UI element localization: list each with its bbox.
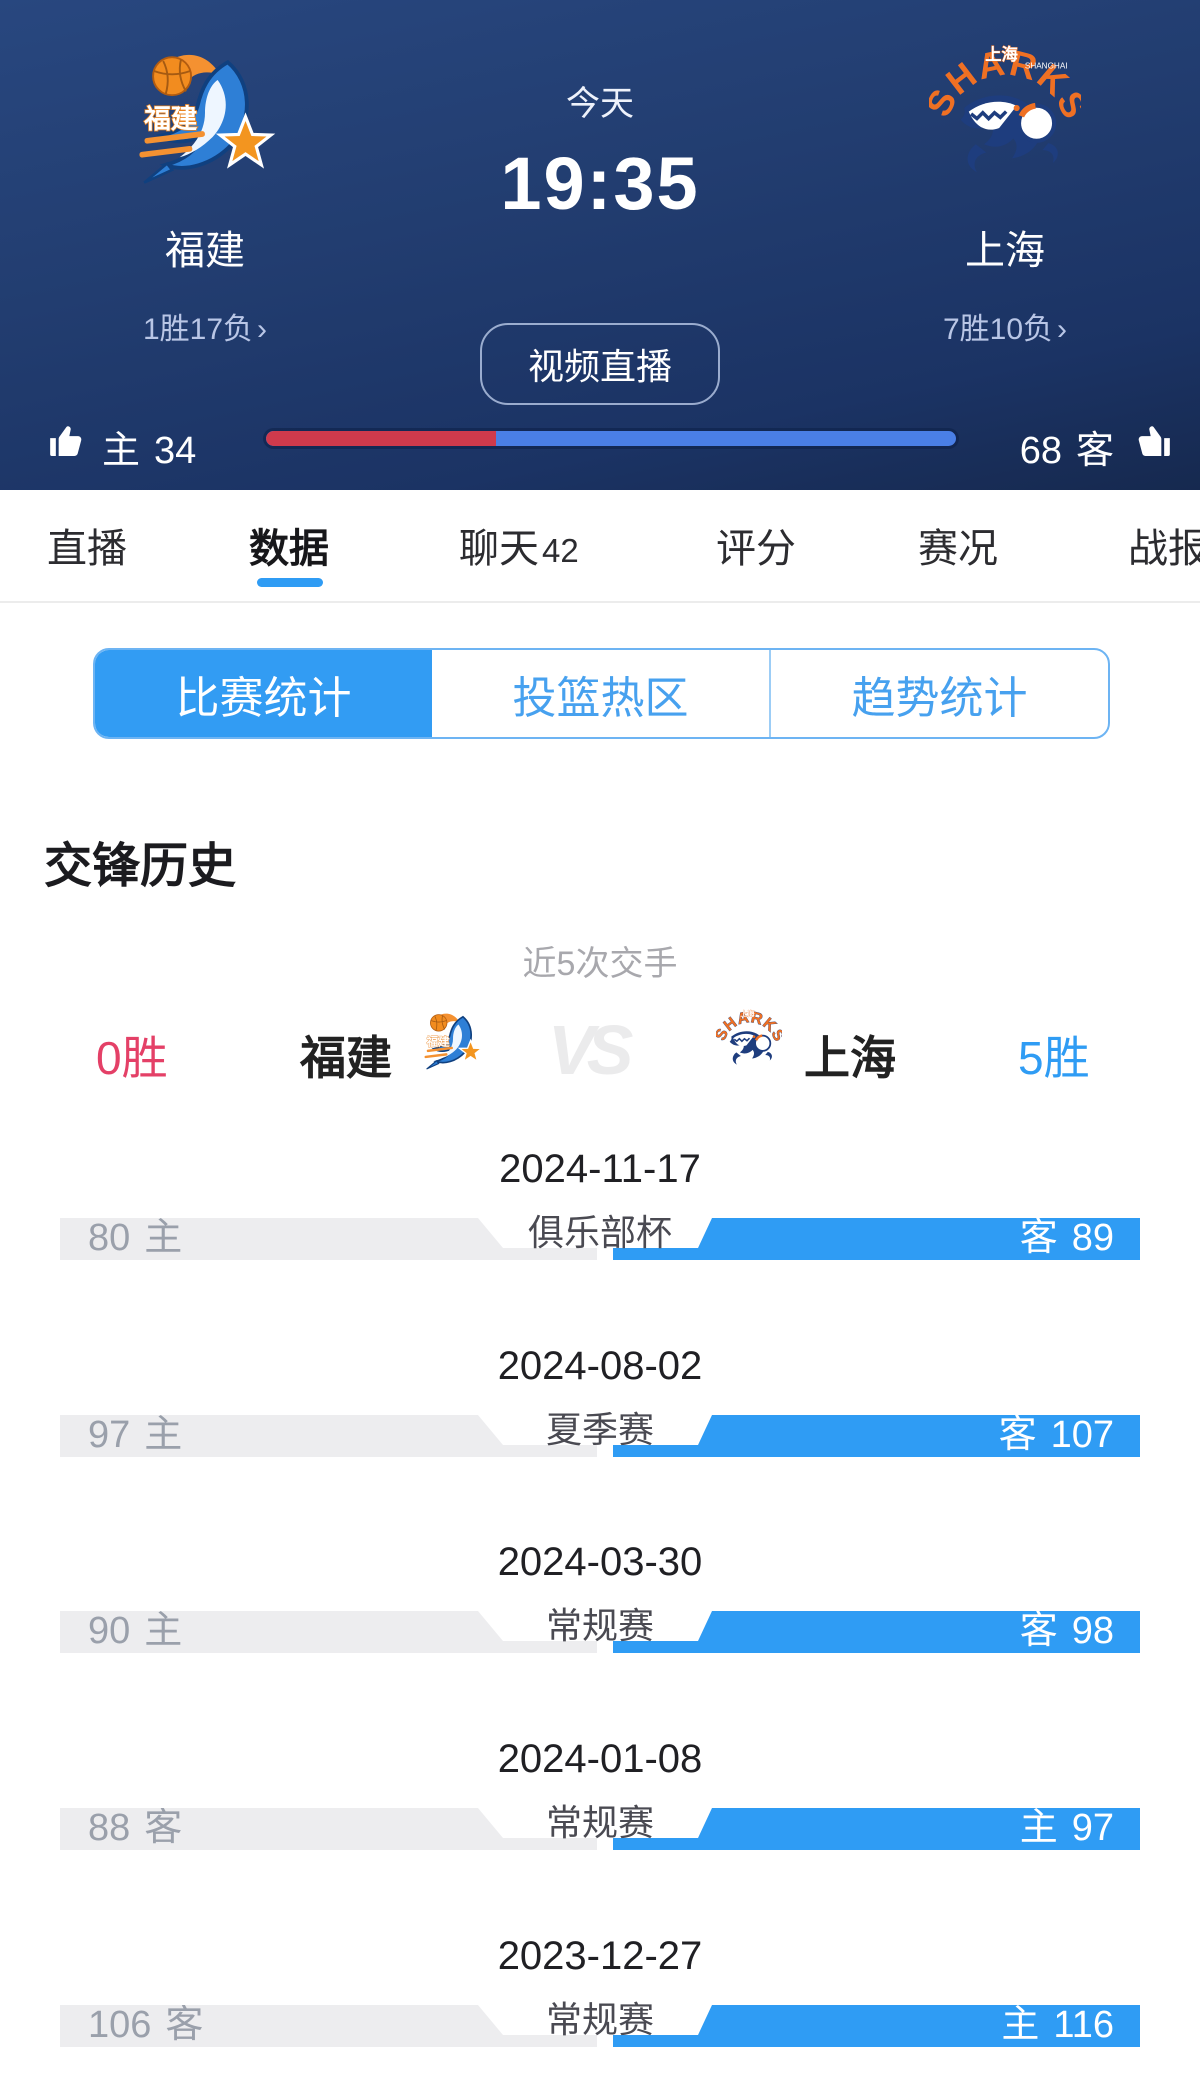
shanghai-sharks-logo-icon: SHARKS 上海 SHANGHAI [917, 41, 1096, 194]
away-team-record[interactable]: 7胜10负 › [942, 313, 1068, 346]
subtab-match-stats[interactable]: 比赛统计 [95, 650, 432, 737]
sharks-small-logo-icon: SHARKS 上海 [712, 1008, 787, 1074]
home-team-block[interactable]: 福建 福建 1胜17负 › [55, 0, 355, 348]
svg-text:SHANGHAI: SHANGHAI [1025, 61, 1068, 70]
left-score: 97 主 [88, 1414, 183, 1456]
thumbs-up-away-icon[interactable] [1134, 421, 1174, 461]
fan-support-row: 主 34 68 客 [0, 418, 1200, 472]
home-support-count: 主 34 [102, 430, 197, 472]
competition-label: 常规赛 [545, 1802, 655, 1843]
h2h-subtitle: 近5次交手 [522, 945, 678, 983]
tab-rating[interactable]: 评分 [716, 527, 796, 571]
thumbs-up-home-icon[interactable] [46, 421, 86, 461]
right-score: 主 116 [1001, 2004, 1114, 2046]
match-start-time: 19:35 [500, 142, 700, 225]
loser-score-bar: 97 主 [60, 1415, 597, 1457]
video-live-button[interactable]: 视频直播 [480, 323, 720, 405]
svg-text:上海: 上海 [985, 45, 1018, 64]
left-score: 90 主 [88, 1610, 183, 1652]
h2h-match-row[interactable]: 2024-01-08 88 客 主 97 常规赛 [0, 1736, 1200, 1896]
match-date: 2024-08-02 [497, 1344, 703, 1388]
support-progress-bar [266, 431, 956, 446]
active-tab-indicator [257, 578, 323, 587]
h2h-match-row[interactable]: 2024-08-02 97 主 客 107 夏季赛 [0, 1343, 1200, 1503]
chevron-right-icon: › [257, 313, 268, 346]
match-header: 福建 福建 1胜17负› 今天 19:35 SHARKS 上海 SHANGHAI [0, 0, 1200, 490]
left-score: 106 客 [88, 2004, 204, 2046]
competition-label: 常规赛 [545, 1605, 655, 1646]
competition-label: 俱乐部杯 [527, 1212, 673, 1253]
tab-report[interactable]: 战报 [1128, 527, 1200, 571]
tab-game-status[interactable]: 赛况 [918, 527, 998, 571]
away-support-count: 68 客 [1019, 430, 1114, 472]
vs-watermark: VS [548, 1011, 633, 1089]
competition-label: 夏季赛 [545, 1409, 655, 1450]
competition-label: 常规赛 [545, 1999, 655, 2040]
h2h-section-title: 交锋历史 [44, 840, 237, 893]
fujian-team-logo-icon: 福建 [129, 42, 281, 194]
match-day-label: 今天 [566, 85, 634, 123]
right-score: 客 98 [1019, 1610, 1114, 1652]
home-support-fill [266, 431, 496, 446]
match-score-bars: 106 客 主 116 常规赛 [60, 2000, 1140, 2047]
h2h-home-name: 福建 [300, 1032, 392, 1084]
subtab-trend-stats[interactable]: 趋势统计 [769, 650, 1108, 737]
match-date: 2023-12-27 [497, 1934, 703, 1978]
h2h-summary-row: 0胜 福建 福建 VS SHARKS 上海 [0, 1002, 1200, 1090]
h2h-match-row[interactable]: 2024-03-30 90 主 客 98 常规赛 [0, 1539, 1200, 1699]
winner-score-bar: 客 89 [613, 1218, 1140, 1260]
away-team-block[interactable]: SHARKS 上海 SHANGHAI 上海 7胜10负› [855, 0, 1155, 348]
left-score: 80 主 [88, 1217, 183, 1259]
home-team-record[interactable]: 1胜17负 › [142, 313, 268, 346]
tab-live[interactable]: 直播 [47, 527, 127, 571]
right-score: 客 107 [998, 1414, 1114, 1456]
match-date: 2024-03-30 [497, 1540, 703, 1584]
loser-score-bar: 90 主 [60, 1611, 597, 1653]
tab-data[interactable]: 数据 [249, 527, 329, 571]
subtab-shot-heatmap[interactable]: 投篮热区 [512, 673, 689, 723]
right-score: 主 97 [1019, 1807, 1114, 1849]
loser-score-bar: 106 客 [60, 2005, 597, 2047]
tab-chat[interactable]: 聊天42 [459, 527, 579, 571]
loser-score-bar: 88 客 [60, 1808, 597, 1850]
winner-score-bar: 主 97 [613, 1808, 1140, 1850]
svg-text:上海: 上海 [740, 1009, 754, 1018]
winner-score-bar: 主 116 [613, 2005, 1140, 2047]
match-score-bars: 97 主 客 107 夏季赛 [60, 1410, 1140, 1457]
winner-score-bar: 客 107 [613, 1415, 1140, 1457]
home-team-name: 福建 [165, 229, 245, 273]
chat-count-badge: 42 [542, 532, 579, 569]
loser-score-bar: 80 主 [60, 1218, 597, 1260]
match-time-block: 今天 19:35 [450, 0, 750, 226]
h2h-match-row[interactable]: 2023-12-27 106 客 主 116 常规赛 [0, 1933, 1200, 2075]
chevron-right-icon: › [1057, 313, 1068, 346]
right-score: 客 89 [1019, 1217, 1114, 1259]
main-tab-bar: 直播 数据 聊天42 评分 赛况 战报 [0, 490, 1200, 603]
h2h-match-row[interactable]: 2024-11-17 80 主 客 89 俱乐部杯 [0, 1146, 1200, 1306]
match-score-bars: 88 客 主 97 常规赛 [60, 1803, 1140, 1850]
match-date: 2024-01-08 [497, 1737, 703, 1781]
svg-text:福建: 福建 [143, 104, 198, 134]
match-score-bars: 90 主 客 98 常规赛 [60, 1606, 1140, 1653]
left-score: 88 客 [88, 1807, 183, 1849]
winner-score-bar: 客 98 [613, 1611, 1140, 1653]
stats-subtab-control: 比赛统计 投篮热区 趋势统计 [93, 648, 1110, 739]
match-date: 2024-11-17 [499, 1147, 701, 1191]
away-wins-count: 5胜 [1018, 1032, 1090, 1084]
away-team-name: 上海 [965, 229, 1045, 273]
match-score-bars: 80 主 客 89 俱乐部杯 [60, 1213, 1140, 1260]
h2h-away-name: 上海 [804, 1032, 896, 1084]
fujian-small-logo-icon: 福建 [420, 1008, 486, 1074]
svg-text:福建: 福建 [426, 1034, 451, 1048]
home-wins-count: 0胜 [96, 1032, 168, 1084]
